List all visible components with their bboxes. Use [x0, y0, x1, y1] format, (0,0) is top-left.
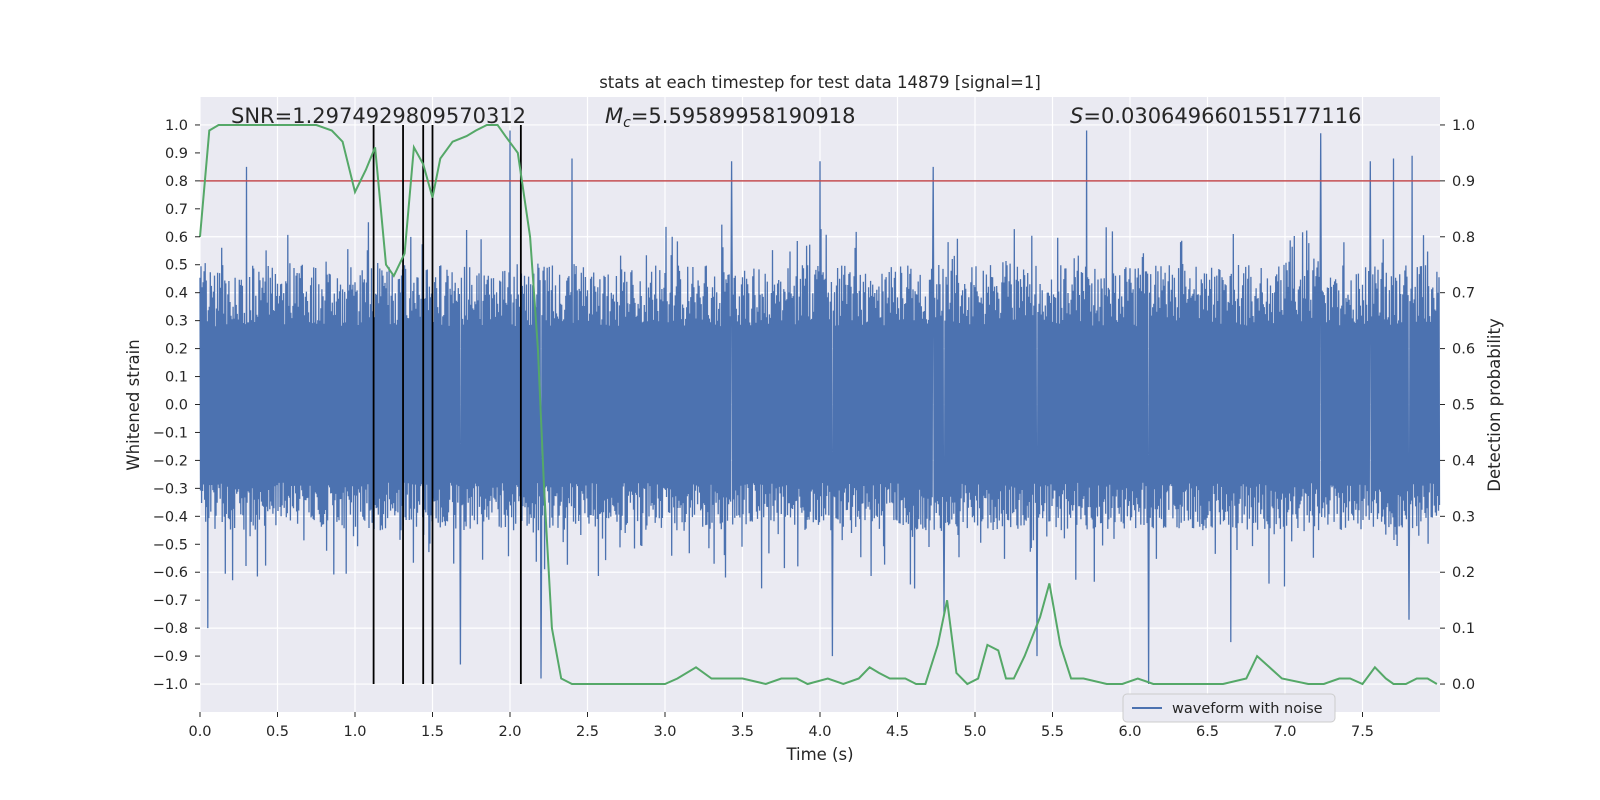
legend-label-waveform: waveform with noise — [1172, 701, 1323, 717]
x-tick-label-12: 6.0 — [1118, 724, 1141, 740]
y-right-tick-label-9: 0.1 — [1452, 621, 1475, 637]
y-tick-label-0: 1.0 — [165, 118, 188, 134]
waveform-line — [199, 130, 1441, 685]
x-tick-label-13: 6.5 — [1196, 724, 1219, 740]
y-tick-label-1: 0.9 — [165, 146, 188, 162]
x-tick-label-5: 2.5 — [576, 724, 599, 740]
y-tick-label-7: 0.3 — [165, 314, 188, 330]
x-tick-label-15: 7.5 — [1351, 724, 1374, 740]
snr-annotation: SNR=1.2974929809570312 — [231, 104, 526, 128]
y-right-tick-label-4: 0.6 — [1452, 342, 1475, 358]
y-right-tick-label-10: 0.0 — [1452, 677, 1475, 693]
x-tick-label-2: 1.0 — [343, 724, 366, 740]
y-right-tick-label-0: 1.0 — [1452, 118, 1475, 134]
x-tick-label-11: 5.5 — [1041, 724, 1064, 740]
x-tick-label-0: 0.0 — [188, 724, 211, 740]
y-tick-label-20: −1.0 — [153, 677, 188, 693]
y-tick-label-3: 0.7 — [165, 202, 188, 218]
x-axis-ticks: 0.0 0.5 1.0 1.5 2.0 2.5 3.0 3.5 4.0 4.5 5.0 5.5 6.0 6… — [188, 712, 1374, 740]
y-right-tick-label-8: 0.2 — [1452, 565, 1475, 581]
y-tick-label-5: 0.5 — [165, 258, 188, 274]
y-right-tick-label-2: 0.8 — [1452, 230, 1475, 246]
y-axis-ticks: 1.0 0.9 0.8 0.7 0.6 0.5 0.4 0.3 0.2 0.1 0.0 −0.1 −0.… — [153, 118, 200, 693]
x-tick-label-1: 0.5 — [266, 724, 289, 740]
y-right-tick-label-5: 0.5 — [1452, 398, 1475, 414]
y-tick-label-9: 0.1 — [165, 370, 188, 386]
x-tick-label-8: 4.0 — [808, 724, 831, 740]
legend: waveform with noise — [1122, 693, 1336, 723]
probability-line — [199, 124, 1438, 686]
s-annotation: S=0.030649660155177116 — [1070, 104, 1361, 128]
legend-box — [1122, 693, 1336, 723]
y-tick-label-14: −0.4 — [153, 509, 188, 525]
y-right-tick-label-1: 0.9 — [1452, 174, 1475, 190]
chart-title: stats at each timestep for test data 148… — [599, 73, 1041, 92]
y-right-axis-label: Detection probability — [1485, 318, 1504, 492]
y-tick-label-10: 0.0 — [165, 398, 188, 414]
mc-symbol: M — [605, 104, 623, 128]
y-tick-label-6: 0.4 — [165, 286, 188, 302]
x-tick-label-6: 3.0 — [653, 724, 676, 740]
y-right-axis-ticks: 1.0 0.9 0.8 0.7 0.6 0.5 0.4 0.3 0.2 0.1 0.0 — [1440, 118, 1475, 693]
y-tick-label-13: −0.3 — [153, 481, 188, 497]
y-tick-label-8: 0.2 — [165, 342, 188, 358]
y-tick-label-11: −0.1 — [153, 425, 188, 441]
x-tick-label-14: 7.0 — [1273, 724, 1296, 740]
x-axis-label: Time (s) — [785, 745, 853, 764]
mc-annotation: Mc=5.59589958190918 — [605, 104, 856, 131]
y-tick-label-4: 0.6 — [165, 230, 188, 246]
y-tick-label-2: 0.8 — [165, 174, 188, 190]
y-tick-label-17: −0.7 — [153, 593, 188, 609]
s-value: =0.030649660155177116 — [1083, 104, 1361, 128]
vertical-markers — [372, 124, 522, 685]
y-right-tick-label-7: 0.3 — [1452, 509, 1475, 525]
y-axis-label: Whitened strain — [124, 339, 143, 470]
y-tick-label-15: −0.5 — [153, 537, 188, 553]
y-right-tick-label-3: 0.7 — [1452, 286, 1475, 302]
y-tick-label-12: −0.2 — [153, 453, 188, 469]
y-tick-label-19: −0.9 — [153, 649, 188, 665]
mc-value: =5.59589958190918 — [631, 104, 856, 128]
waveform-series — [199, 130, 1441, 685]
x-tick-label-4: 2.0 — [498, 724, 521, 740]
s-symbol: S — [1070, 104, 1083, 128]
y-right-tick-label-6: 0.4 — [1452, 453, 1475, 469]
y-tick-label-18: −0.8 — [153, 621, 188, 637]
y-tick-label-16: −0.6 — [153, 565, 188, 581]
x-tick-label-3: 1.5 — [421, 724, 444, 740]
x-tick-label-9: 4.5 — [886, 724, 909, 740]
mc-subscript: c — [623, 115, 631, 131]
probability-series — [199, 124, 1438, 686]
x-tick-label-7: 3.5 — [731, 724, 754, 740]
x-tick-label-10: 5.0 — [963, 724, 986, 740]
